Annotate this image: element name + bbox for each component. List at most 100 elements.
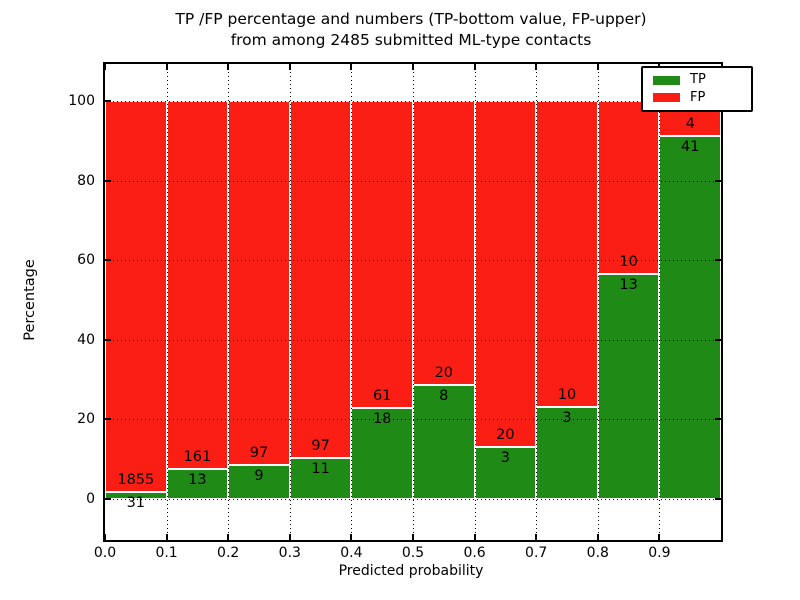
grid-line-v [166, 64, 168, 540]
tp-bar-segment [351, 408, 413, 499]
x-tick-label: 0.5 [401, 545, 425, 561]
tp-count-label: 41 [680, 139, 700, 156]
grid-line-v [536, 64, 538, 540]
fp-bar-segment [351, 101, 413, 409]
tp-count-label: 3 [562, 410, 572, 427]
x-tick-mark [412, 534, 414, 540]
x-tick-mark [104, 534, 106, 540]
x-tick-mark [350, 534, 353, 540]
fp-count-label: 161 [183, 449, 212, 466]
y-tick-label: 80 [77, 172, 95, 189]
grid-line-v [474, 64, 476, 540]
fp-bar-segment [597, 101, 660, 275]
tp-count-label: 31 [126, 495, 146, 512]
fp-count-label: 10 [557, 387, 577, 404]
x-tick-mark [104, 64, 106, 70]
grid-line-v [597, 64, 599, 540]
grid-line-v [659, 64, 661, 540]
y-tick-mark [105, 100, 111, 102]
x-tick-mark [658, 534, 661, 540]
x-tick-mark [165, 534, 168, 540]
x-tick-mark [288, 64, 291, 70]
tp-bar-segment [166, 469, 229, 499]
x-tick-label: 0.4 [340, 545, 363, 561]
y-tick-label: 20 [77, 411, 95, 428]
fp-count-label: 1855 [117, 472, 155, 489]
fp-count-label: 20 [434, 365, 454, 382]
fp-bar-segment [536, 101, 598, 408]
x-tick-label: 0.7 [525, 545, 548, 561]
tp-legend-swatch [653, 75, 680, 85]
x-tick-mark [473, 64, 476, 70]
fp-count-label: 61 [372, 388, 392, 405]
x-tick-mark [227, 64, 230, 70]
y-tick-mark [715, 338, 721, 341]
legend-entry-fp: FP [653, 89, 741, 105]
x-tick-label: 0.1 [155, 545, 178, 561]
x-tick-label: 0.8 [586, 545, 609, 561]
tp-count-label: 13 [188, 472, 207, 489]
grid-line-v [289, 64, 291, 540]
y-axis-label: Percentage [22, 259, 38, 341]
x-tick-mark [350, 64, 353, 70]
grid-line-v [228, 64, 230, 540]
y-tick-label: 0 [86, 491, 95, 507]
tp-count-label: 11 [311, 461, 330, 478]
x-tick-mark [535, 534, 538, 540]
x-tick-mark [535, 64, 538, 70]
tp-bar-segment [597, 274, 660, 499]
x-tick-label: 0.6 [463, 545, 486, 561]
tp-count-label: 9 [254, 468, 264, 485]
fp-bar-segment [228, 101, 290, 466]
y-tick-mark [715, 418, 721, 421]
fp-count-label: 10 [619, 254, 638, 271]
chart-title: TP /FP percentage and numbers (TP-bottom… [103, 9, 719, 51]
legend: TP FP [641, 66, 753, 112]
tp-count-label: 13 [619, 277, 638, 294]
fp-legend-label: FP [690, 89, 706, 105]
y-tick-label: 40 [77, 331, 95, 348]
y-tick-label: 100 [68, 93, 95, 109]
chart-title-line2: from among 2485 submitted ML-type contac… [230, 31, 592, 49]
fp-count-label: 97 [249, 445, 269, 462]
tp-count-label: 18 [372, 411, 392, 428]
tp-bar-segment [289, 458, 352, 499]
fp-bar-segment [166, 101, 229, 470]
y-tick-mark [715, 498, 721, 500]
plot-area: 1855 31 161 13 97 9 97 11 61 18 20 8 20 3 10 3 10 13 4 41 0 2… [68, 62, 723, 561]
x-tick-mark [596, 64, 599, 70]
tp-count-label: 8 [439, 388, 449, 405]
tp-bar-segment [536, 407, 598, 499]
y-tick-mark [105, 338, 111, 341]
fp-bar-segment [474, 101, 537, 448]
y-tick-mark [105, 179, 111, 182]
y-tick-mark [105, 418, 111, 421]
x-tick-label: 0.3 [278, 545, 301, 561]
fp-legend-swatch [653, 93, 680, 103]
y-tick-mark [105, 498, 111, 500]
tp-bar-segment [105, 492, 167, 499]
x-tick-mark [412, 64, 414, 70]
y-tick-mark [105, 259, 111, 262]
x-tick-label: 0.9 [648, 545, 671, 561]
fp-bar-segment [413, 101, 475, 386]
x-tick-mark [288, 534, 291, 540]
legend-entry-tp: TP [653, 73, 741, 87]
grid-line-v [413, 64, 414, 540]
x-tick-mark [165, 64, 168, 70]
x-tick-mark [473, 534, 476, 540]
fp-bar-segment [289, 101, 352, 459]
y-tick-mark [715, 259, 721, 262]
fp-count-label: 4 [685, 116, 695, 133]
x-tick-label: 0.0 [93, 545, 117, 561]
y-tick-mark [715, 179, 721, 182]
tp-bar-segment [474, 447, 537, 499]
tp-count-label: 3 [500, 450, 510, 467]
x-tick-label: 0.2 [217, 545, 240, 561]
x-tick-mark [596, 534, 599, 540]
tp-bar-segment [659, 136, 721, 499]
fp-count-label: 20 [496, 427, 515, 444]
x-axis-label: Predicted probability [338, 563, 484, 579]
fp-count-label: 97 [311, 438, 330, 455]
